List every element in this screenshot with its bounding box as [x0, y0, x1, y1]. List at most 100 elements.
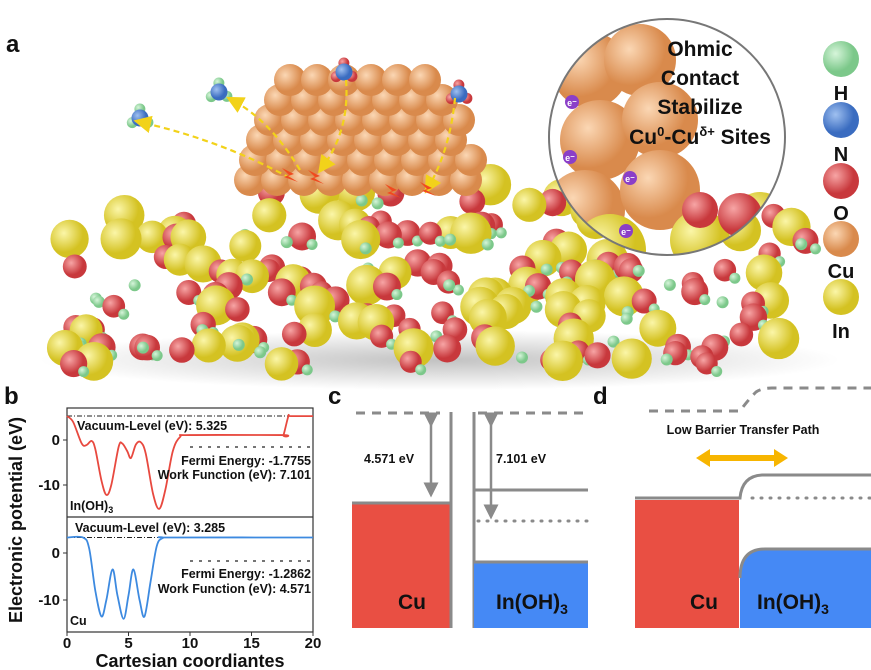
cu-atom	[355, 64, 387, 96]
callout-line-2: Contact	[661, 67, 739, 90]
cu-work-function-label: 4.571 eV	[364, 452, 415, 466]
o-atom	[729, 322, 754, 347]
double-arrow-icon	[696, 449, 788, 467]
xtick-0: 0	[63, 635, 71, 652]
h-atom	[663, 278, 676, 291]
in-atom	[611, 338, 652, 379]
h-atom	[355, 194, 368, 207]
in-atom	[235, 259, 270, 294]
h-atom	[809, 243, 821, 255]
h-atom	[795, 238, 808, 251]
cu-atom	[455, 144, 487, 176]
xtick-5: 5	[124, 635, 132, 652]
inoh-label: In(OH)3	[757, 591, 829, 617]
cu-material-label: Cu	[70, 614, 87, 628]
arrow-no3-in-2	[424, 97, 457, 194]
o-atom	[682, 192, 718, 228]
ytick-bottom-0: 0	[52, 545, 60, 562]
o-atom	[62, 254, 87, 279]
legend-in-label: In	[832, 321, 850, 343]
h-atom	[78, 366, 90, 378]
in-atom	[670, 210, 730, 255]
h-atom	[359, 242, 372, 255]
o-atom	[169, 337, 195, 363]
in-atom	[475, 326, 515, 366]
panel-label-c: c	[328, 383, 341, 410]
o-atom	[281, 321, 307, 347]
ohmic-contact-callout: e⁻ e⁻ e⁻ e⁻ Ohmic Contact Stabilize Cu0-Cuδ…	[548, 18, 786, 256]
plot-frame	[66, 407, 314, 633]
legend-o-label: O	[833, 203, 849, 225]
arrow-no3-in	[318, 79, 348, 174]
o-atom	[225, 297, 250, 322]
legend-cu-label: Cu	[828, 261, 855, 283]
h-atom	[434, 235, 446, 247]
arrow-nh3-left	[133, 115, 291, 179]
panel-label-a: a	[6, 31, 20, 58]
h-atom	[392, 237, 404, 249]
cu-work-function: Work Function (eV): 4.571	[158, 582, 311, 596]
h-atom	[729, 272, 741, 284]
callout-line-1: Ohmic	[667, 38, 733, 61]
cu-nanocluster	[234, 64, 487, 196]
ytick-bottom-neg10: -10	[38, 592, 60, 609]
ytick-top-0: 0	[52, 432, 60, 449]
panel-a-illustration: e⁻ e⁻ e⁻ e⁻ Ohmic Contact Stabilize Cu0-Cuδ…	[40, 18, 859, 390]
h-atom	[530, 300, 543, 313]
in-atom	[341, 219, 381, 260]
h-atom	[371, 197, 384, 210]
in-atom	[229, 230, 262, 263]
panel-label-b: b	[4, 383, 19, 410]
in-atom	[191, 328, 226, 363]
spark-icons	[282, 168, 436, 198]
callout-line-3: Stabilize	[657, 96, 742, 119]
potential-curve-cu	[66, 535, 314, 620]
electron-label: e⁻	[625, 174, 635, 184]
h-atom	[136, 341, 149, 354]
y-axis-label: Electronic potential (eV)	[6, 417, 26, 623]
band-diagram-after-contact: Low Barrier Transfer Path Cu In(OH)3	[635, 386, 871, 628]
cu-atom	[274, 64, 306, 96]
h-atom	[620, 312, 633, 325]
h-atom	[711, 365, 723, 377]
h-atom	[391, 289, 403, 301]
legend-cu-sphere	[823, 221, 859, 257]
h-atom	[415, 364, 427, 376]
legend-n-label: N	[834, 144, 848, 166]
h-atom	[515, 351, 528, 364]
h-atom	[443, 279, 456, 292]
electron-icon	[619, 224, 633, 238]
potential-curve-inoh	[66, 413, 313, 510]
cu-atom	[301, 64, 333, 96]
electrostatic-potential-chart: Vacuum-Level (eV): 5.325 Fermi Energy: -…	[6, 407, 321, 670]
electron-icon	[565, 95, 579, 109]
h-atom	[128, 279, 141, 292]
h-atom	[254, 346, 267, 359]
legend-h-sphere	[823, 41, 859, 77]
ytick-top-neg10: -10	[38, 477, 60, 494]
in-atom	[252, 198, 287, 233]
in-atom	[639, 309, 677, 347]
electron-icon	[623, 171, 637, 185]
h-atom	[444, 233, 457, 246]
central-atom	[335, 63, 353, 81]
in-atom	[512, 187, 547, 222]
inoh-fermi-energy: Fermi Energy: -1.7755	[181, 454, 311, 468]
h-atom	[495, 227, 507, 239]
h-atom	[632, 264, 645, 277]
cu-fermi-energy: Fermi Energy: -1.2862	[181, 567, 311, 581]
h-atom	[699, 294, 711, 306]
central-atom	[210, 83, 228, 101]
cu-atom	[622, 82, 698, 158]
legend-n-sphere	[823, 102, 859, 138]
in-atom	[50, 219, 89, 259]
in-atom	[450, 212, 492, 254]
electron-label: e⁻	[621, 227, 631, 237]
xtick-15: 15	[243, 635, 260, 652]
o-atom	[433, 334, 462, 363]
cu-atom	[409, 64, 441, 96]
band-bending-line	[635, 473, 871, 500]
inoh-work-function-label: 7.101 eV	[496, 452, 547, 466]
inoh-band-block	[474, 562, 588, 628]
